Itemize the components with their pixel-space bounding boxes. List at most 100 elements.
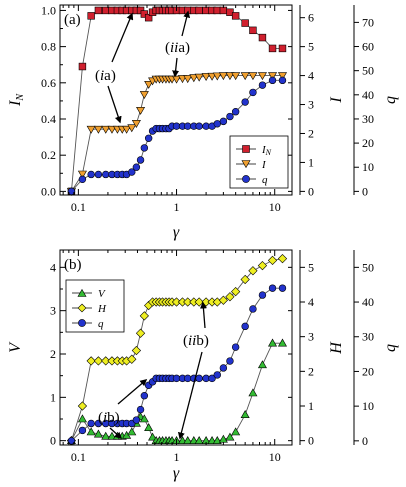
data-point	[268, 44, 277, 53]
data-point	[258, 81, 267, 89]
annotation-ia: (ia)	[95, 12, 134, 124]
data-point	[77, 170, 87, 179]
data-point	[122, 125, 132, 134]
y-left-tick-label: 1	[50, 390, 56, 404]
y-right2-tick-label: 40	[362, 88, 374, 102]
y-right1-tick-label: 3	[308, 98, 314, 112]
data-point	[94, 419, 103, 428]
data-point	[195, 6, 203, 15]
svg-text:q: q	[98, 318, 104, 330]
data-point	[87, 12, 95, 20]
y-axis-label-left-a: IN	[7, 93, 26, 107]
data-point	[87, 419, 95, 428]
data-point	[87, 170, 95, 179]
data-point	[195, 122, 203, 130]
data-point	[225, 72, 235, 81]
data-point	[219, 117, 228, 126]
data-point	[268, 72, 278, 81]
data-point	[184, 122, 192, 130]
data-point	[207, 72, 217, 81]
data-point	[86, 125, 96, 134]
data-point	[131, 120, 141, 128]
y-right1-tick-label: 2	[308, 364, 314, 378]
y-right2-tick-label: 70	[362, 15, 374, 29]
data-point	[107, 431, 117, 440]
y-right1-tick-label: 0	[308, 434, 314, 448]
data-point	[127, 124, 137, 133]
data-point	[136, 156, 145, 164]
y-right1-tick-label: 0	[308, 184, 314, 198]
data-point	[131, 345, 142, 356]
data-point	[248, 388, 258, 397]
data-point	[136, 405, 145, 414]
x-tick-label: 10	[269, 450, 281, 464]
data-point	[268, 76, 277, 85]
data-point	[128, 168, 136, 176]
legend-entry-H: H	[72, 303, 107, 315]
y-right2-tick-label: 10	[362, 399, 374, 413]
data-point	[213, 371, 221, 379]
data-point	[201, 73, 211, 82]
data-point	[135, 328, 146, 338]
data-point	[278, 284, 287, 292]
y-right1-tick-label: 4	[308, 295, 314, 309]
data-point	[67, 437, 76, 445]
data-point	[225, 292, 235, 302]
data-point	[102, 170, 110, 179]
data-point	[183, 75, 193, 84]
data-point	[240, 72, 250, 81]
y-left-tick-label: 1.0	[41, 3, 56, 17]
x-tick-label: 10	[269, 200, 281, 214]
data-point	[219, 6, 228, 15]
y-right1-tick-label: 4	[308, 69, 314, 83]
data-point	[277, 254, 288, 264]
y-right2-tick-label: 0	[362, 184, 368, 198]
data-point	[183, 436, 193, 444]
legend-entry-q: q	[236, 174, 268, 186]
data-point	[132, 163, 141, 171]
series-IN	[67, 6, 287, 196]
svg-text:V: V	[98, 288, 106, 300]
data-point	[101, 431, 111, 440]
y-right2-tick-label: 40	[362, 295, 374, 309]
y-right2-tick-label: 30	[362, 330, 374, 344]
y-right1-tick-label: 5	[308, 40, 314, 54]
svg-text:IN: IN	[261, 144, 272, 157]
data-point	[212, 72, 222, 81]
data-point	[139, 414, 149, 423]
panel-label-a: (a)	[64, 12, 81, 28]
series-q	[67, 76, 287, 196]
data-point	[268, 284, 277, 292]
plot-frame-a	[59, 4, 293, 196]
y-right1-tick-label: 1	[308, 399, 314, 413]
data-point	[218, 72, 228, 81]
data-point	[212, 436, 222, 444]
data-point	[94, 170, 103, 179]
data-point	[277, 338, 288, 347]
data-point	[101, 356, 111, 366]
data-point	[101, 125, 111, 134]
data-point	[257, 260, 268, 271]
data-point	[213, 6, 221, 15]
y-left-tick-label: 0.8	[41, 40, 56, 54]
data-point	[132, 416, 141, 424]
series-I	[66, 72, 288, 196]
x-tick-label: 0.1	[71, 200, 86, 214]
data-point	[257, 360, 267, 369]
data-point	[194, 436, 204, 444]
data-point	[144, 80, 154, 89]
data-point	[194, 73, 204, 82]
y-left-tick-label: 4	[50, 260, 56, 274]
data-point	[139, 311, 149, 321]
data-point	[226, 357, 234, 365]
y-axis-label-left-b: V	[7, 341, 24, 353]
svg-text:q: q	[262, 174, 268, 186]
legend-entry-q-b: q	[72, 318, 104, 330]
x-tick-label: 1	[174, 200, 180, 214]
data-point	[277, 72, 288, 81]
data-point	[127, 354, 137, 364]
data-point	[184, 374, 192, 383]
y-left-tick-label: 0.4	[41, 112, 56, 126]
